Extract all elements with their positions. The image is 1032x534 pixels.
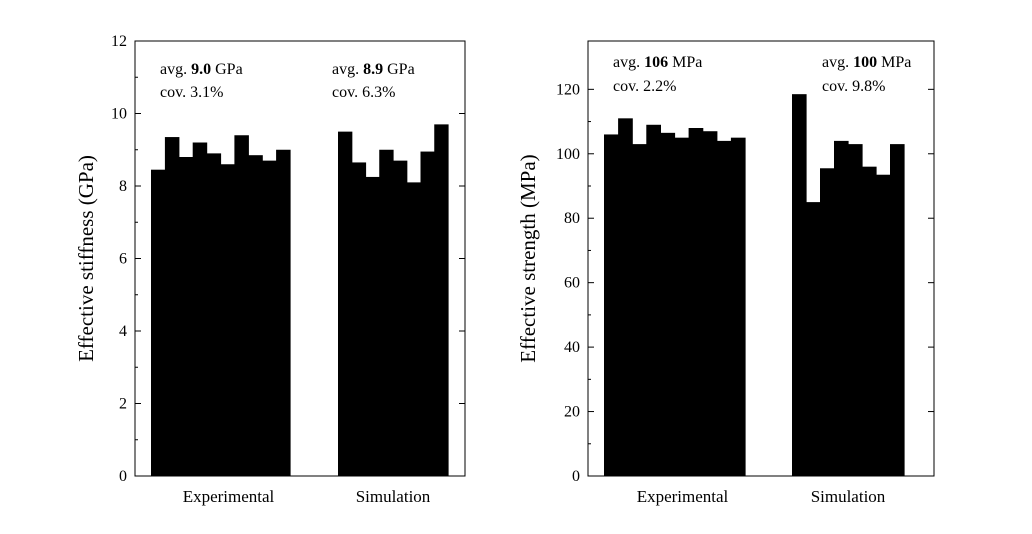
x-category-label: Simulation (356, 487, 431, 506)
bar (434, 124, 449, 476)
bar (248, 155, 263, 476)
bar (151, 169, 166, 476)
bar (820, 168, 835, 476)
avg-annotation: avg. 106 MPa (613, 54, 702, 71)
bar (618, 118, 633, 476)
bar (646, 124, 661, 477)
y-axis-title: Effective stiffness (GPa) (74, 155, 98, 362)
bar (848, 144, 863, 476)
plot-frame (587, 40, 935, 477)
bar (730, 137, 746, 476)
cov-annotation: cov. 9.8% (822, 78, 885, 95)
bar (276, 149, 291, 476)
y-tick-label: 60 (564, 275, 580, 292)
bar (351, 162, 367, 476)
y-tick-label: 12 (111, 33, 127, 50)
y-tick-label: 0 (572, 468, 580, 485)
bar (379, 149, 394, 476)
chart-panel-1: 0 2 4 6 8 10 12 Effective stiffness (GPa) Experi… (74, 33, 466, 506)
y-tick-label: 8 (119, 178, 127, 195)
cov-annotation: cov. 6.3% (332, 84, 395, 101)
bar (688, 128, 704, 476)
bar (890, 144, 905, 476)
avg-annotation: avg. 100 MPa (822, 54, 911, 71)
bar (178, 157, 194, 476)
bar (220, 164, 235, 476)
bar (420, 151, 435, 476)
y-tick-label: 100 (556, 146, 580, 163)
bar (604, 134, 619, 476)
bar (862, 166, 877, 476)
cov-annotation: cov. 2.2% (613, 78, 676, 95)
cov-annotation: cov. 3.1% (160, 84, 223, 101)
chart-panel-2: 0 20 40 60 80 100 120 Effective strength (MPa) E… (516, 40, 935, 506)
x-category-label: Experimental (183, 487, 275, 506)
y-tick-label: 4 (119, 323, 127, 340)
y-tick-label: 6 (119, 251, 127, 268)
bar (674, 137, 690, 476)
bar (365, 176, 380, 476)
bar (234, 135, 249, 476)
bar (660, 132, 676, 477)
y-tick-label: 10 (111, 106, 127, 123)
bar (834, 140, 849, 476)
bar (876, 174, 891, 476)
y-tick-label: 0 (119, 468, 127, 485)
avg-annotation: avg. 8.9 GPa (332, 61, 415, 78)
bar (192, 142, 208, 476)
bar (206, 153, 222, 476)
bar (806, 202, 821, 476)
bar (338, 131, 353, 476)
bar (262, 160, 277, 476)
x-category-label: Simulation (811, 487, 886, 506)
y-tick-label: 40 (564, 339, 580, 356)
y-axis-title: Effective strength (MPa) (516, 154, 540, 362)
y-tick-label: 20 (564, 404, 580, 421)
x-category-label: Experimental (637, 487, 729, 506)
bar (702, 131, 718, 476)
y-tick-label: 2 (119, 396, 127, 413)
bar (164, 137, 180, 476)
bar (406, 182, 422, 476)
bar (716, 140, 732, 476)
bar (632, 144, 647, 476)
y-tick-label: 120 (556, 81, 580, 98)
bar (393, 160, 408, 476)
bar (792, 94, 807, 477)
y-tick-label: 80 (564, 210, 580, 227)
avg-annotation: avg. 9.0 GPa (160, 61, 243, 78)
